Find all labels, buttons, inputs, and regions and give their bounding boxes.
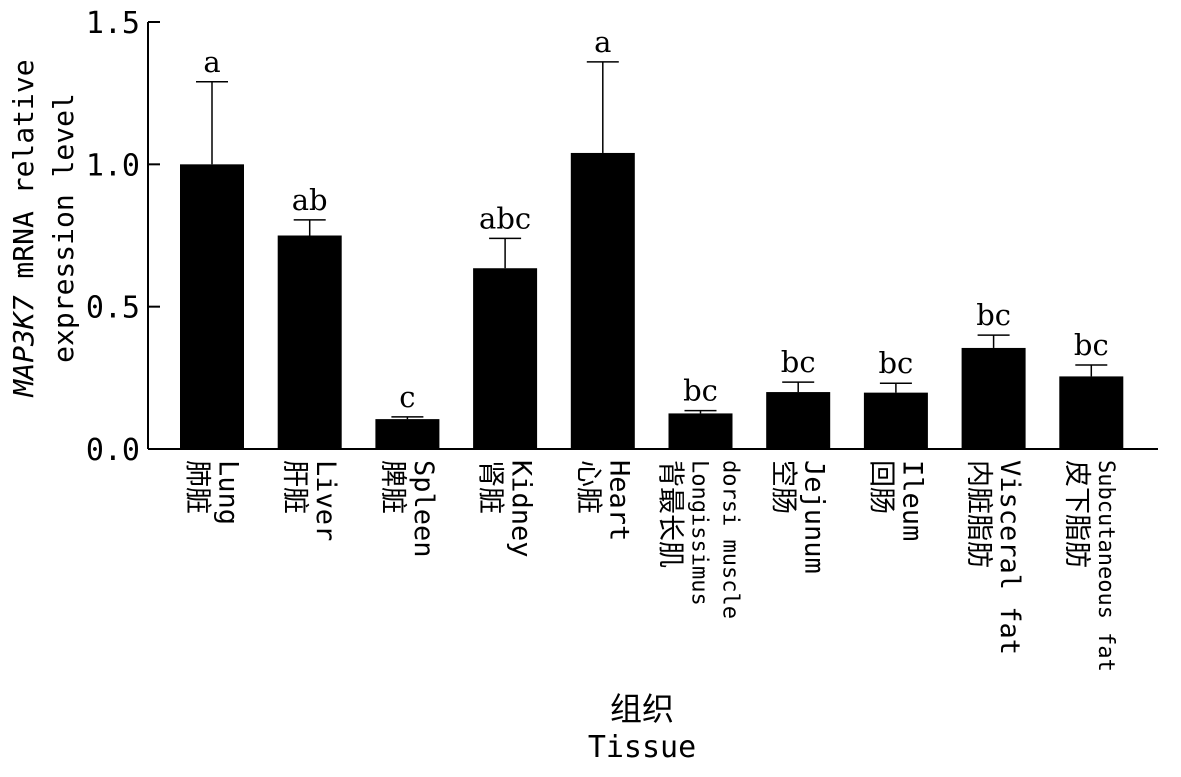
x-tick-label-en: Longissimus bbox=[687, 460, 712, 606]
error-bars bbox=[196, 61, 1108, 420]
bar bbox=[863, 392, 928, 449]
significance-letter: bc bbox=[1074, 328, 1109, 362]
x-tick-label-cn: 心脏 bbox=[572, 460, 603, 514]
bar bbox=[668, 413, 733, 449]
x-tick-label-en: Spleen bbox=[408, 460, 439, 558]
x-tick-label-cn: 回肠 bbox=[865, 460, 896, 514]
y-tick-label: 0.5 bbox=[86, 291, 140, 326]
significance-letter: c bbox=[399, 380, 415, 414]
bar bbox=[375, 419, 440, 449]
x-axis-title-cn: 组织 bbox=[610, 690, 674, 728]
x-tick-label-en: Kidney bbox=[506, 460, 537, 558]
significance-letter: a bbox=[594, 25, 611, 59]
y-axis-title-line1: MAP3K7 mRNA relative bbox=[7, 59, 40, 397]
bar bbox=[1059, 376, 1124, 449]
category-labels: 肺脏 Lung 肝脏 Liver 脾脏 Spleen 肾脏 Kidney 心脏 Heart 背最长肌… bbox=[182, 460, 1118, 672]
x-tick-label-en: Subcutaneous fat bbox=[1093, 460, 1118, 672]
significance-letter: ab bbox=[292, 183, 328, 217]
x-tick-label-cn: 肺脏 bbox=[182, 460, 213, 514]
bar bbox=[277, 235, 342, 449]
x-tick-label-cn: 脾脏 bbox=[377, 460, 408, 514]
x-tick-label-en: Lung bbox=[213, 460, 244, 525]
x-tick-label-cn: 肾脏 bbox=[475, 460, 506, 514]
x-tick-label-cn: 肝脏 bbox=[279, 460, 310, 514]
x-tick-label-cn: 空肠 bbox=[768, 460, 799, 514]
bar bbox=[961, 347, 1026, 449]
x-tick-label-cn: 背最长肌 bbox=[655, 460, 686, 568]
bars bbox=[180, 152, 1124, 450]
significance-letter: bc bbox=[781, 345, 816, 379]
bar bbox=[570, 152, 635, 450]
significance-letter: bc bbox=[683, 374, 718, 408]
x-tick-label-en: Visceral fat bbox=[994, 460, 1025, 655]
bar bbox=[180, 164, 244, 450]
x-tick-label-en: Liver bbox=[310, 460, 341, 541]
x-tick-label-en: Jejunum bbox=[799, 460, 830, 574]
significance-letter: abc bbox=[479, 201, 531, 235]
y-axis-title-rest: mRNA relative bbox=[7, 59, 40, 295]
x-tick-label-en: dorsi muscle bbox=[718, 460, 743, 619]
x-tick-label-cn: 皮下脂肪 bbox=[1061, 460, 1092, 568]
y-tick-label: 0.0 bbox=[86, 433, 140, 468]
x-tick-label-cn: 内脏脂肪 bbox=[963, 460, 994, 568]
significance-letter: bc bbox=[976, 298, 1011, 332]
y-axis: 0.0 0.5 1.0 1.5 bbox=[86, 6, 160, 468]
significance-letter: bc bbox=[878, 346, 913, 380]
y-tick-label: 1.0 bbox=[86, 148, 140, 183]
significance-letter: a bbox=[203, 45, 220, 79]
x-tick-label-en: Heart bbox=[603, 460, 634, 541]
bar bbox=[473, 268, 538, 449]
x-tick-label-en: Ileum bbox=[896, 460, 927, 541]
bar bbox=[766, 392, 831, 449]
y-tick-label: 1.5 bbox=[86, 6, 140, 41]
y-axis-title-gene: MAP3K7 bbox=[7, 295, 40, 397]
y-axis-title-line2: expression level bbox=[47, 93, 80, 363]
x-axis-title-en: Tissue bbox=[588, 730, 696, 765]
